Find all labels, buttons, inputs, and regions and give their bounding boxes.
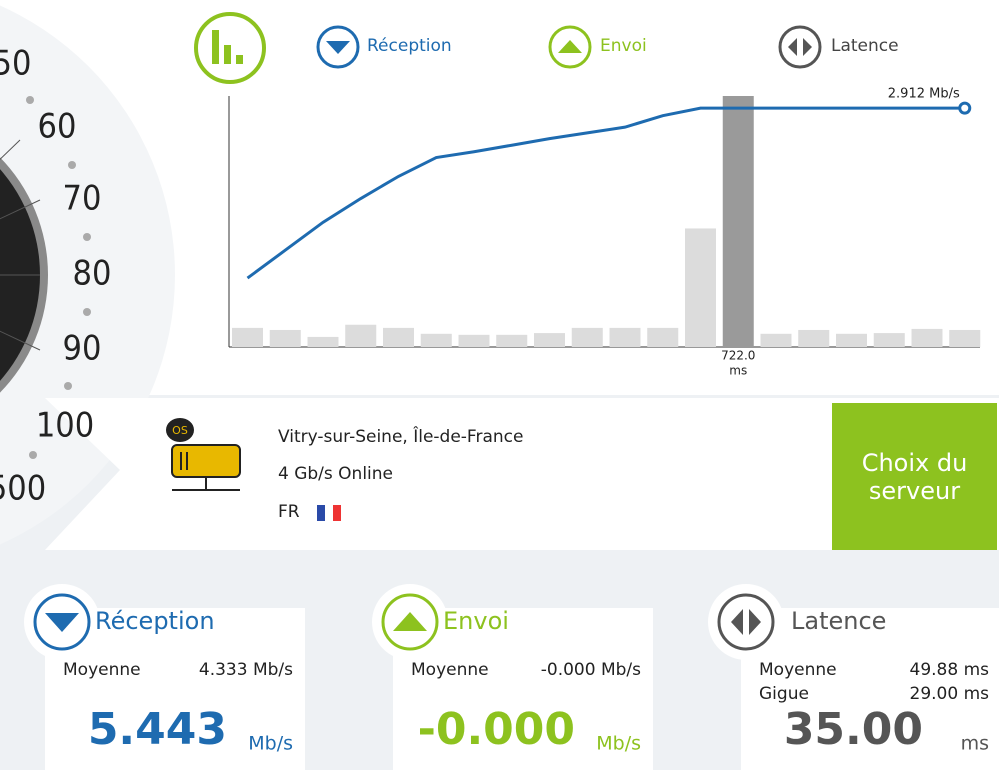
card-big-value: -0.000 [418, 704, 575, 755]
end-marker [958, 101, 972, 115]
server-button-label[interactable]: Choix du serveur [861, 448, 968, 505]
legend-icon [778, 25, 822, 69]
legend-icon [558, 40, 582, 53]
gauge-lines [0, 139, 41, 351]
card-big-value: 35.00 [784, 704, 923, 755]
card [741, 608, 999, 770]
bar [647, 327, 679, 347]
legend-label[interactable]: Réception [367, 36, 452, 56]
legend: Réception Envoi Latence [316, 25, 899, 69]
bar [911, 328, 943, 347]
gauge-dot [26, 96, 34, 104]
bar [307, 336, 339, 347]
bar [836, 333, 867, 347]
card-row-label: Moyenne [411, 660, 489, 680]
bar [345, 324, 377, 347]
legend-label[interactable]: Latence [831, 36, 899, 56]
bar [496, 334, 528, 347]
gauge-label: 50 [0, 44, 31, 84]
gauge-label: 80 [73, 254, 112, 294]
server-country: FR [278, 502, 300, 522]
legend-icon [788, 38, 797, 56]
line [246, 106, 965, 280]
gauge-label: 100 [36, 406, 94, 446]
card-row-value: 49.88 ms [910, 660, 990, 680]
plot: 722.0ms 2.912 Mb/s [232, 87, 981, 378]
data-label-unit: ms [729, 364, 747, 378]
bar [458, 334, 490, 347]
card-row-label: Moyenne [63, 660, 141, 680]
gauge-label: 500 [0, 469, 46, 509]
card-icon-shape [731, 609, 743, 635]
bar [383, 327, 414, 347]
bar [609, 327, 641, 347]
server-icon-lines [172, 452, 240, 491]
gauge-dot [64, 382, 72, 390]
chart-icon-bars [212, 30, 243, 64]
cards: Réception Moyenne 4.333 Mb/s 5.443 Mb/s Envoi… [24, 584, 999, 770]
card-big-value: 5.443 [88, 704, 227, 755]
gauge-dot [68, 161, 76, 169]
card-row-label: Moyenne [759, 660, 837, 680]
server-panel [45, 398, 999, 550]
card-unit: Mb/s [248, 733, 293, 755]
gauge-dot [83, 233, 91, 241]
bar [269, 329, 301, 347]
card-row-value: -0.000 Mb/s [541, 660, 641, 680]
bar [722, 96, 754, 347]
card-title: Envoi [443, 607, 509, 635]
bar [534, 333, 565, 347]
bar [873, 333, 905, 347]
legend-icon [803, 38, 812, 56]
legend-label[interactable]: Envoi [600, 36, 647, 56]
bar [949, 329, 981, 347]
gauge-label: 90 [63, 329, 102, 369]
gauge-dot [29, 451, 37, 459]
server-button[interactable] [832, 403, 997, 550]
gauge-label: 70 [63, 179, 102, 219]
card-row-value: 29.00 ms [910, 684, 990, 704]
card-title: Réception [95, 607, 215, 635]
server-location: Vitry-sur-Seine, Île-de-France [278, 425, 523, 447]
server-badge-label: OS [172, 424, 188, 437]
card-icon-shape [749, 609, 761, 635]
card-title: Latence [791, 607, 886, 635]
card-icon-shape [45, 613, 79, 632]
flag [317, 505, 341, 521]
bar [685, 228, 716, 347]
server-button-wrap: Choix du serveur [861, 448, 968, 505]
server-icon [171, 444, 241, 478]
server-provider: 4 Gb/s Online [278, 464, 393, 484]
legend-icon [326, 41, 350, 54]
card-unit: Mb/s [596, 733, 641, 755]
card-row-label: Gigue [759, 684, 809, 704]
card-icon [717, 593, 775, 651]
bar [420, 333, 452, 347]
card-unit: ms [961, 733, 989, 755]
data-label: 2.912 Mb/s [888, 87, 960, 102]
card-icon-shape [393, 612, 427, 631]
card-row-value: 4.333 Mb/s [199, 660, 293, 680]
bar [798, 329, 830, 347]
gauge-label: 60 [38, 107, 77, 147]
server-badge [166, 418, 194, 442]
bar [760, 333, 792, 347]
bar [232, 327, 263, 347]
bar [571, 327, 603, 347]
gauge-dot [83, 308, 91, 316]
data-label: 722.0 [721, 349, 755, 363]
